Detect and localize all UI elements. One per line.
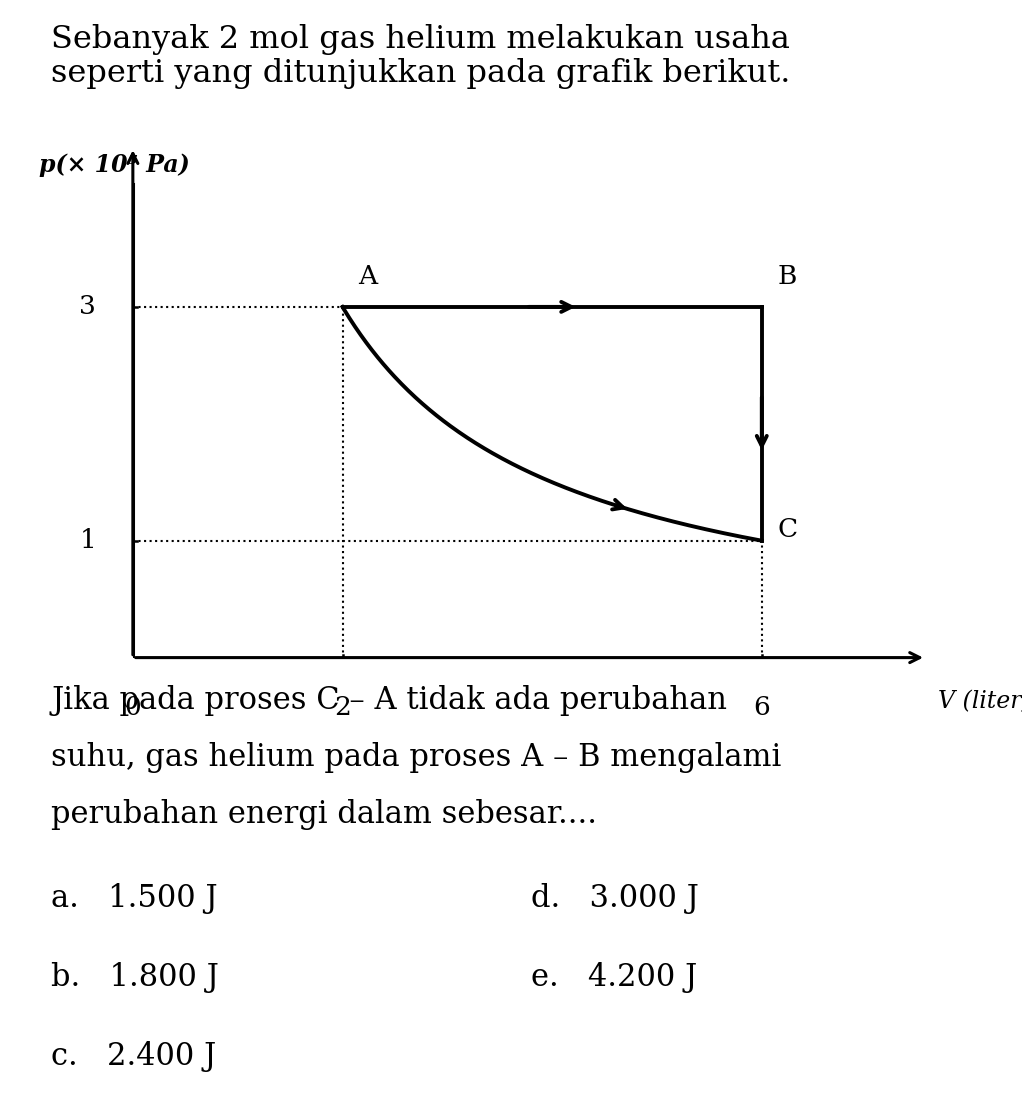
Text: C: C [778, 516, 797, 541]
Text: perubahan energi dalam sebesar....: perubahan energi dalam sebesar.... [51, 799, 597, 830]
Text: 3: 3 [80, 295, 96, 319]
Text: Jika pada proses C – A tidak ada perubahan: Jika pada proses C – A tidak ada perubah… [51, 685, 727, 716]
Text: B: B [778, 264, 797, 289]
Text: suhu, gas helium pada proses A – B mengalami: suhu, gas helium pada proses A – B menga… [51, 742, 782, 773]
Text: e.   4.200 J: e. 4.200 J [531, 962, 698, 993]
Text: A: A [359, 264, 377, 289]
Text: 2: 2 [334, 695, 351, 720]
Text: c.   2.400 J: c. 2.400 J [51, 1041, 217, 1072]
Text: Sebanyak 2 mol gas helium melakukan usaha: Sebanyak 2 mol gas helium melakukan usah… [51, 24, 790, 55]
Text: p(× 10⁵ Pa): p(× 10⁵ Pa) [39, 152, 189, 176]
Text: d.   3.000 J: d. 3.000 J [531, 883, 699, 914]
Text: 1: 1 [80, 528, 96, 553]
Text: a.   1.500 J: a. 1.500 J [51, 883, 218, 914]
Text: seperti yang ditunjukkan pada grafik berikut.: seperti yang ditunjukkan pada grafik ber… [51, 58, 790, 89]
Text: V (liter): V (liter) [938, 690, 1022, 713]
Text: 0: 0 [125, 695, 141, 720]
Text: 6: 6 [753, 695, 771, 720]
Text: b.   1.800 J: b. 1.800 J [51, 962, 219, 993]
